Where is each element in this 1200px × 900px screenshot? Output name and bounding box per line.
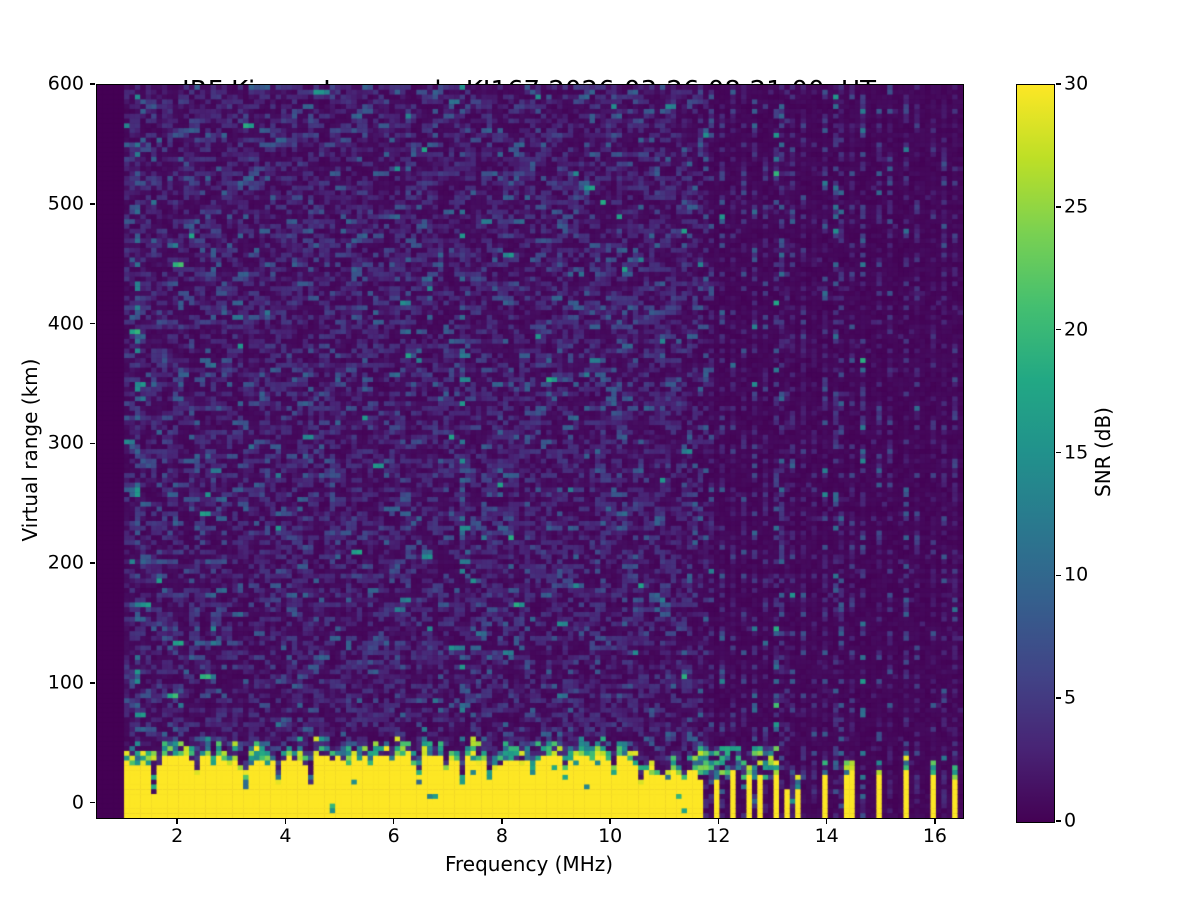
colorbar-tick-mark <box>1056 451 1061 454</box>
x-tick-mark <box>392 818 395 824</box>
y-tick-label: 400 <box>47 312 84 335</box>
y-tick-mark <box>89 83 95 85</box>
colorbar <box>1016 84 1055 823</box>
colorbar-tick-label: 30 <box>1064 72 1089 95</box>
colorbar-tick-label: 5 <box>1064 686 1077 709</box>
x-tick-mark <box>609 818 611 824</box>
x-tick-label: 12 <box>706 825 731 847</box>
colorbar-tick-label: 25 <box>1064 195 1089 218</box>
colorbar-tick-mark <box>1056 206 1061 208</box>
y-tick-label: 100 <box>47 671 84 694</box>
x-tick-mark <box>717 818 720 824</box>
y-tick-label: 600 <box>47 72 84 95</box>
y-tick-mark <box>89 322 95 325</box>
x-tick-label: 16 <box>922 825 948 847</box>
x-tick-label: 10 <box>598 825 623 847</box>
x-tick-mark <box>934 818 936 824</box>
y-tick-mark <box>89 682 95 684</box>
x-tick-mark <box>501 818 503 824</box>
colorbar-tick-mark <box>1056 697 1061 699</box>
x-axis-label: Frequency (MHz) <box>444 852 614 876</box>
x-tick-mark <box>284 818 287 824</box>
y-tick-mark <box>89 562 95 564</box>
y-tick-label: 300 <box>47 431 84 454</box>
colorbar-tick-mark <box>1056 83 1061 85</box>
y-tick-label: 0 <box>71 791 84 814</box>
x-tick-label: 8 <box>495 825 508 847</box>
y-tick-mark <box>89 442 95 445</box>
colorbar-tick-mark <box>1056 574 1061 577</box>
heatmap-canvas <box>97 85 963 818</box>
x-tick-label: 2 <box>171 825 184 847</box>
colorbar-tick-label: 20 <box>1064 318 1089 341</box>
x-tick-label: 14 <box>814 825 839 847</box>
x-tick-label: 6 <box>387 825 400 847</box>
y-tick-mark <box>89 203 95 205</box>
x-tick-mark <box>176 818 178 824</box>
colorbar-tick-mark <box>1056 820 1061 822</box>
y-tick-label: 500 <box>47 192 84 215</box>
colorbar-tick-mark <box>1056 328 1061 331</box>
y-tick-mark <box>89 801 95 804</box>
colorbar-tick-label: 15 <box>1064 441 1089 463</box>
x-tick-mark <box>825 818 828 824</box>
colorbar-label: SNR (dB) <box>1091 407 1115 497</box>
colorbar-tick-label: 0 <box>1064 809 1077 832</box>
colorbar-tick-label: 10 <box>1064 563 1089 586</box>
heatmap-plot-area <box>96 84 964 819</box>
x-tick-label: 4 <box>279 825 292 847</box>
y-tick-label: 200 <box>47 551 84 574</box>
